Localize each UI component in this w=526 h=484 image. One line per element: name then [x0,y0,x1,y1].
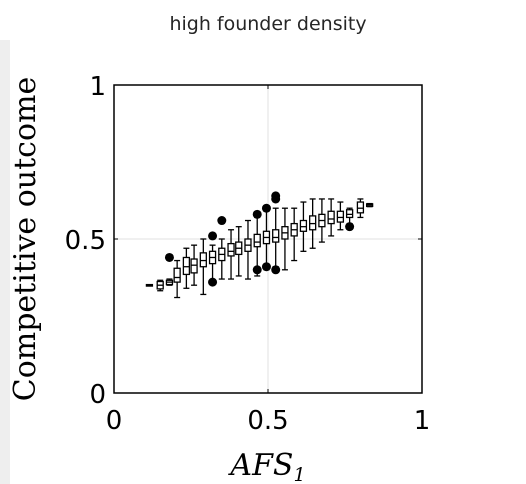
title-band [0,0,526,40]
outlier-point [271,191,281,201]
box-group [227,229,235,280]
box-group [318,198,326,243]
left-margin-strip [0,40,10,484]
box-group [217,216,227,280]
box-body [199,252,207,268]
y-tick-label: 1 [89,72,106,102]
box-group [244,219,252,280]
x-axis-label-subscript: 1 [293,464,305,484]
outlier-point [271,265,281,275]
outlier-point [252,265,262,275]
box-group [208,231,218,287]
box-group [156,279,164,292]
x-axis-label-main: AFS [227,448,293,483]
x-axis-label: AFS1 [227,448,305,484]
box-group [190,244,198,286]
box-group [182,247,191,289]
x-tick-label: 0.5 [247,406,288,436]
box-group [252,209,262,277]
box-body [182,256,191,276]
box-group [271,191,281,275]
box-group [345,207,355,232]
y-tick-label: 0 [89,380,106,410]
box-body [356,201,365,214]
x-tick-label: 1 [414,406,431,436]
box-group [281,207,289,271]
outlier-point [208,231,218,241]
box-group [199,238,207,296]
box-body [272,229,280,243]
box-group [173,259,181,299]
box-group [336,201,345,231]
box-body [299,219,308,232]
axis-ticks: 0 0.5 1 0 0.5 1 [65,72,431,436]
box-group [261,203,271,272]
outlier-point [208,277,218,287]
chart-title: high founder density [169,13,366,35]
box-group [327,198,335,237]
outlier-point [345,222,355,232]
box-body [173,267,181,283]
box-body [345,209,354,219]
box-body [336,210,345,223]
box-body [227,242,235,257]
outlier-point [164,252,174,262]
box-group [164,252,174,286]
y-tick-label: 0.5 [65,226,106,256]
x-tick-label: 0 [106,406,123,436]
box-body [253,233,261,248]
outlier-point [261,203,271,213]
outlier-point [217,216,227,226]
y-axis-label: Competitive outcome [8,77,43,401]
outlier-point [261,262,271,272]
box-group [365,202,374,208]
box-group [145,283,154,287]
box-group [356,198,365,219]
box-body [190,258,198,274]
box-group [309,198,317,249]
plot-area [145,191,374,299]
box-group [235,226,243,277]
box-body [327,210,335,225]
box-group [299,201,308,252]
box-group [290,207,298,262]
outlier-point [252,209,262,219]
box-body [309,215,317,231]
